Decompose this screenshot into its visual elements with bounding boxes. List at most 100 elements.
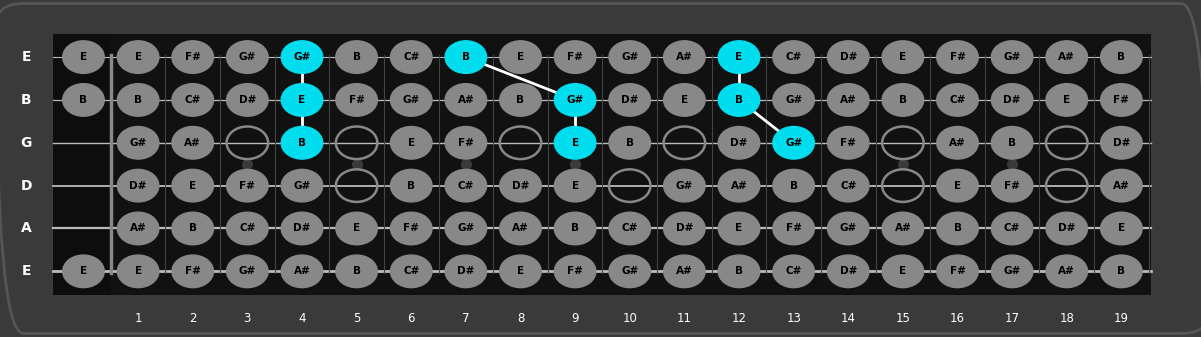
Text: B: B — [20, 93, 31, 107]
Text: A#: A# — [512, 223, 528, 234]
Circle shape — [718, 84, 760, 116]
Text: E: E — [407, 138, 414, 148]
Text: A#: A# — [676, 266, 693, 276]
Text: D#: D# — [839, 266, 858, 276]
Text: C#: C# — [785, 266, 802, 276]
Text: E: E — [954, 181, 961, 191]
Text: B: B — [298, 138, 306, 148]
Circle shape — [937, 41, 979, 73]
Circle shape — [446, 170, 486, 202]
Circle shape — [172, 41, 214, 73]
Circle shape — [227, 212, 268, 245]
Text: F#: F# — [185, 266, 201, 276]
Text: B: B — [735, 266, 743, 276]
Text: B: B — [407, 181, 416, 191]
Circle shape — [555, 41, 596, 73]
Circle shape — [281, 126, 323, 159]
Text: C#: C# — [458, 181, 474, 191]
Circle shape — [281, 84, 323, 116]
Text: B: B — [735, 95, 743, 105]
Circle shape — [62, 84, 104, 116]
Text: A#: A# — [130, 223, 147, 234]
Circle shape — [172, 84, 214, 116]
Bar — [53, 33, 110, 295]
Text: E: E — [1118, 223, 1125, 234]
Circle shape — [62, 255, 104, 287]
Text: E: E — [735, 52, 742, 62]
Circle shape — [62, 41, 104, 73]
Text: E: E — [135, 266, 142, 276]
Text: B: B — [789, 181, 797, 191]
Text: F#: F# — [950, 52, 966, 62]
Text: F#: F# — [239, 181, 256, 191]
Text: G#: G# — [402, 95, 420, 105]
Text: C#: C# — [1004, 223, 1021, 234]
Text: G#: G# — [785, 138, 802, 148]
Circle shape — [555, 84, 596, 116]
Circle shape — [827, 170, 870, 202]
Circle shape — [172, 126, 214, 159]
Text: D#: D# — [1004, 95, 1021, 105]
Circle shape — [773, 255, 814, 287]
Circle shape — [664, 255, 705, 287]
Text: B: B — [898, 95, 907, 105]
Circle shape — [227, 170, 268, 202]
Circle shape — [227, 84, 268, 116]
Circle shape — [718, 126, 760, 159]
Circle shape — [1046, 212, 1088, 245]
Circle shape — [937, 126, 979, 159]
Circle shape — [118, 41, 159, 73]
Circle shape — [390, 41, 432, 73]
Circle shape — [991, 170, 1033, 202]
Circle shape — [827, 41, 870, 73]
Text: A#: A# — [676, 52, 693, 62]
Circle shape — [827, 212, 870, 245]
Text: D#: D# — [621, 95, 639, 105]
Text: D#: D# — [130, 181, 147, 191]
Text: F#: F# — [785, 223, 801, 234]
Circle shape — [664, 41, 705, 73]
Circle shape — [1100, 126, 1142, 159]
Text: E: E — [516, 52, 524, 62]
Text: D#: D# — [1112, 138, 1130, 148]
Circle shape — [773, 212, 814, 245]
Circle shape — [500, 212, 542, 245]
Circle shape — [118, 255, 159, 287]
Text: 11: 11 — [677, 312, 692, 325]
Text: G#: G# — [458, 223, 474, 234]
Circle shape — [937, 255, 979, 287]
Circle shape — [555, 126, 596, 159]
Text: E: E — [22, 264, 31, 278]
Circle shape — [118, 84, 159, 116]
Circle shape — [609, 126, 651, 159]
Text: G#: G# — [1004, 266, 1021, 276]
Text: E: E — [298, 95, 305, 105]
Circle shape — [773, 41, 814, 73]
Circle shape — [937, 84, 979, 116]
Circle shape — [991, 255, 1033, 287]
Text: D#: D# — [1058, 223, 1075, 234]
Text: A#: A# — [895, 223, 912, 234]
Text: E: E — [22, 50, 31, 64]
Circle shape — [1046, 41, 1088, 73]
Circle shape — [336, 41, 377, 73]
Circle shape — [937, 212, 979, 245]
Circle shape — [718, 41, 760, 73]
Text: 9: 9 — [572, 312, 579, 325]
Circle shape — [227, 41, 268, 73]
Circle shape — [500, 255, 542, 287]
Circle shape — [1100, 212, 1142, 245]
Text: C#: C# — [622, 223, 638, 234]
Circle shape — [118, 212, 159, 245]
Circle shape — [937, 170, 979, 202]
Circle shape — [1046, 84, 1088, 116]
Circle shape — [991, 126, 1033, 159]
Text: D#: D# — [239, 95, 256, 105]
Text: D#: D# — [458, 266, 474, 276]
Text: E: E — [1063, 95, 1070, 105]
Circle shape — [882, 255, 924, 287]
Text: B: B — [626, 138, 634, 148]
Circle shape — [718, 255, 760, 287]
Circle shape — [1100, 255, 1142, 287]
Text: F#: F# — [567, 52, 582, 62]
